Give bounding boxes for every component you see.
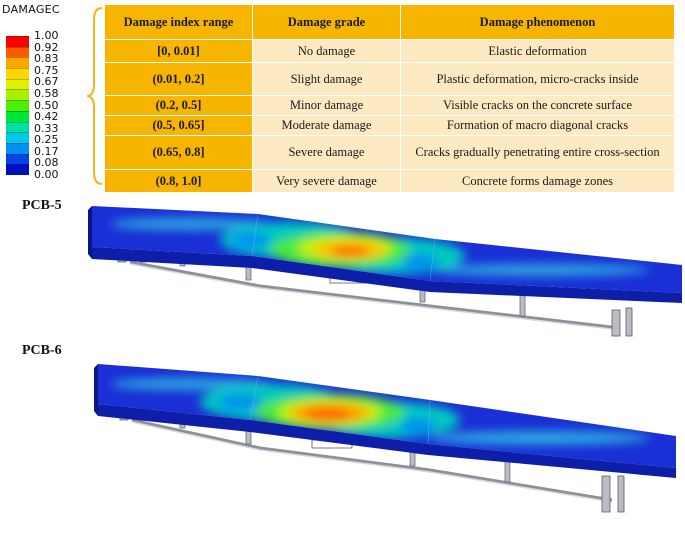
legend-tick-label: 0.08 <box>34 156 59 170</box>
phenomenon-cell: Cracks gradually penetrating entire cros… <box>400 135 675 170</box>
legend-swatch <box>6 153 29 165</box>
legend-tick-label: 0.42 <box>34 110 59 124</box>
legend-swatch <box>6 57 29 69</box>
grade-cell: No damage <box>252 39 401 63</box>
header-damage-index-range: Damage index range <box>104 4 253 40</box>
table-row: (0.01, 0.2] Slight damage Plastic deform… <box>104 62 675 96</box>
legend-title: DAMAGEC <box>2 3 60 16</box>
legend-swatch <box>6 78 29 90</box>
legend-swatch <box>6 46 29 58</box>
legend-tick-label: 0.00 <box>34 168 59 181</box>
model-label-pcb-6: PCB-6 <box>22 343 62 358</box>
legend-swatch <box>6 89 29 101</box>
phenomenon-cell: Concrete forms damage zones <box>400 169 675 193</box>
damage-contours <box>110 218 650 276</box>
legend-tick-label: 0.50 <box>34 98 59 112</box>
slab-end-face <box>94 364 98 416</box>
legend-swatch <box>6 68 29 79</box>
phenomenon-cell: Elastic deformation <box>400 39 675 63</box>
legend-tick-label: 0.92 <box>34 40 59 54</box>
range-cell: (0.2, 0.5] <box>104 95 253 116</box>
grade-cell: Slight damage <box>252 62 401 96</box>
table-row: (0.65, 0.8] Severe damage Cracks gradual… <box>104 135 675 170</box>
legend-swatch <box>6 36 29 47</box>
legend-tick-label: 0.58 <box>34 86 59 100</box>
grade-cell: Moderate damage <box>252 115 401 136</box>
phenomenon-cell: Plastic deformation, micro-cracks inside <box>400 62 675 96</box>
slab-front-face <box>98 404 676 478</box>
legend-tick-label: 0.17 <box>34 144 59 158</box>
legend-tick-label: 0.25 <box>34 133 59 147</box>
legend-tick-label: 0.33 <box>34 121 59 135</box>
pcb-6-damage-contour-model <box>94 364 676 513</box>
legend-tick-label: 1.00 <box>34 29 59 42</box>
brace-icon <box>86 7 103 185</box>
slab-front-face <box>92 247 682 303</box>
header-damage-phenomenon: Damage phenomenon <box>400 4 675 40</box>
range-cell: (0.01, 0.2] <box>104 62 253 96</box>
grade-cell: Minor damage <box>252 95 401 116</box>
slab-end-face <box>88 206 92 259</box>
legend-swatch <box>6 110 29 122</box>
legend-swatch <box>6 121 29 133</box>
phenomenon-cell: Formation of macro diagonal cracks <box>400 115 675 136</box>
legend-swatch <box>6 132 29 143</box>
table-row: (0.8, 1.0] Very severe damage Concrete f… <box>104 169 675 193</box>
legend-tick-label: 0.67 <box>34 75 59 89</box>
table-header-row: Damage index range Damage grade Damage p… <box>104 4 675 40</box>
range-cell: (0.8, 1.0] <box>104 169 253 193</box>
pcb-5-damage-contour-model <box>88 206 682 337</box>
damage-classification-table: Damage index range Damage grade Damage p… <box>104 4 675 193</box>
range-cell: (0.5, 0.65] <box>104 115 253 136</box>
phenomenon-cell: Visible cracks on the concrete surface <box>400 95 675 116</box>
range-cell: (0.65, 0.8] <box>104 135 253 170</box>
legend-swatch <box>6 142 29 154</box>
legend-swatch <box>6 164 29 175</box>
damage-legend: DAMAGEC 1.00 0.92 0.83 0.75 0.67 0.58 0.50 0.42… <box>0 0 90 190</box>
model-label-pcb-5: PCB-5 <box>22 198 62 213</box>
range-cell: [0, 0.01] <box>104 39 253 63</box>
legend-swatch <box>6 100 29 111</box>
table-row: [0, 0.01] No damage Elastic deformation <box>104 39 675 63</box>
header-damage-grade: Damage grade <box>252 4 401 40</box>
damage-contours <box>110 378 650 445</box>
grade-cell: Very severe damage <box>252 169 401 193</box>
grade-cell: Severe damage <box>252 135 401 170</box>
legend-tick-label: 0.83 <box>34 52 59 66</box>
table-row: (0.5, 0.65] Moderate damage Formation of… <box>104 115 675 136</box>
legend-color-bar <box>6 36 29 175</box>
table-row: (0.2, 0.5] Minor damage Visible cracks o… <box>104 95 675 116</box>
legend-tick-label: 0.75 <box>34 63 59 77</box>
